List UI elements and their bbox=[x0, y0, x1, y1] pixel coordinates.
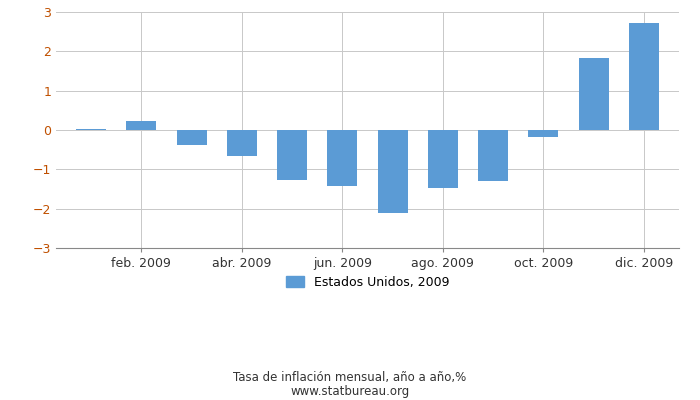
Bar bbox=[377, 130, 407, 213]
Bar bbox=[528, 130, 559, 137]
Bar bbox=[578, 58, 609, 130]
Bar bbox=[76, 129, 106, 130]
Bar bbox=[629, 23, 659, 130]
Bar bbox=[227, 130, 257, 156]
Bar bbox=[428, 130, 458, 188]
Text: Tasa de inflación mensual, año a año,%: Tasa de inflación mensual, año a año,% bbox=[233, 372, 467, 384]
Bar bbox=[478, 130, 508, 181]
Legend: Estados Unidos, 2009: Estados Unidos, 2009 bbox=[281, 271, 454, 294]
Text: www.statbureau.org: www.statbureau.org bbox=[290, 386, 410, 398]
Bar bbox=[176, 130, 206, 145]
Bar bbox=[328, 130, 358, 186]
Bar bbox=[277, 130, 307, 180]
Bar bbox=[126, 120, 157, 130]
